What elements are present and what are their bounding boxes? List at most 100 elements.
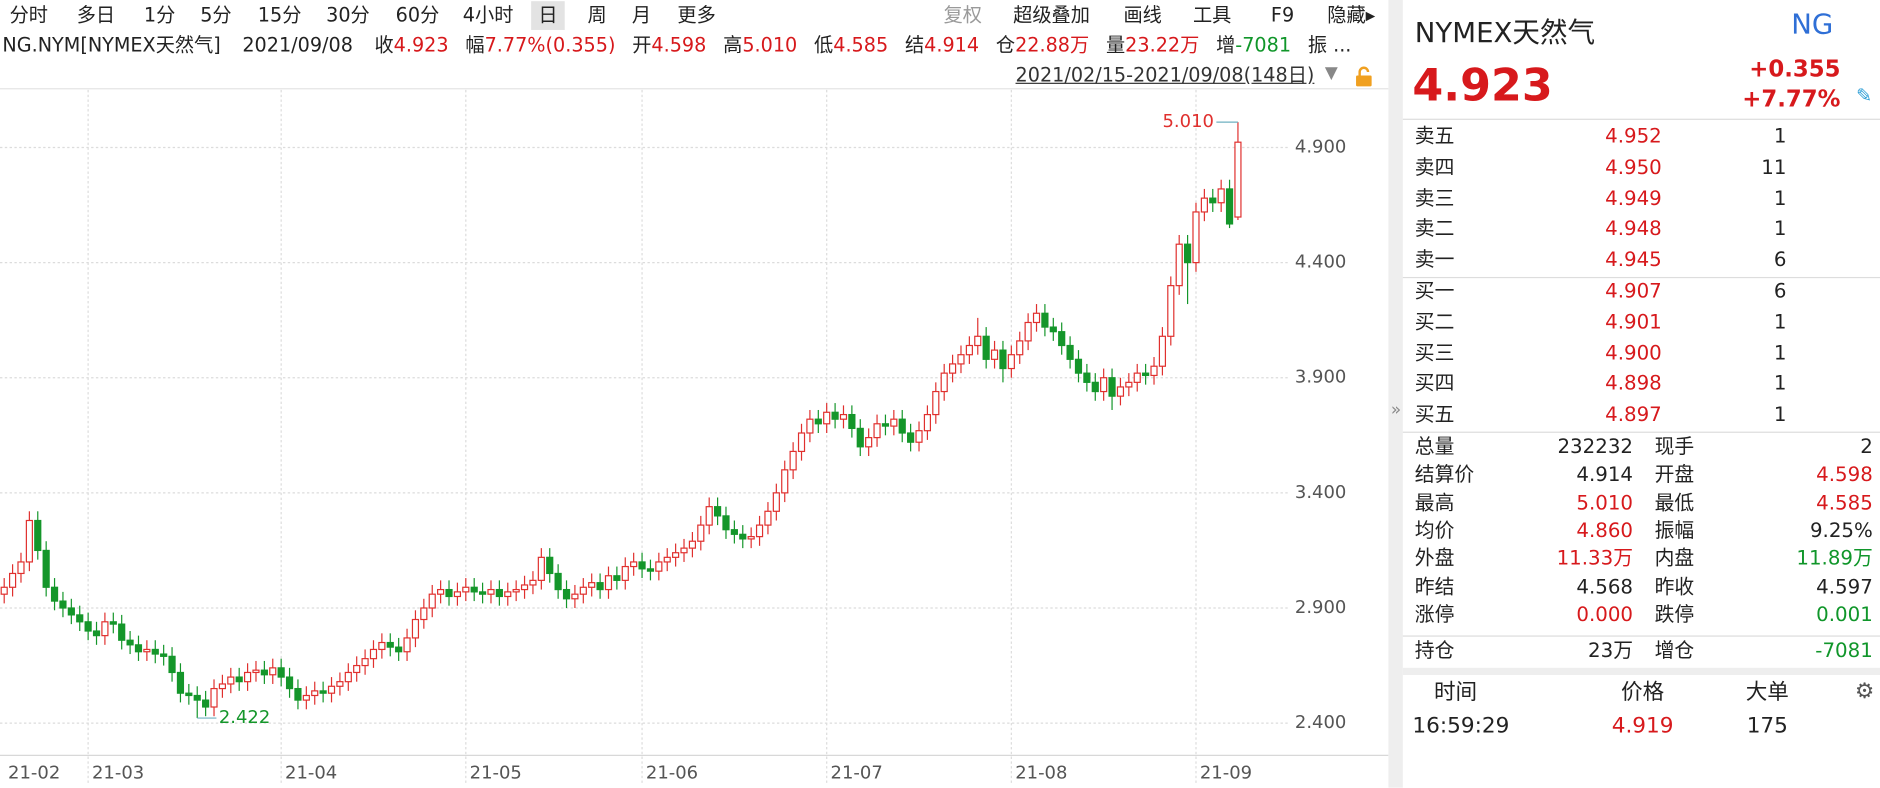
candle-body — [151, 648, 159, 655]
toolbar-tab[interactable]: 4小时 — [462, 3, 514, 27]
x-tick-label: 21-08 — [1015, 762, 1067, 783]
candle-body — [34, 519, 42, 552]
collapse-handle[interactable]: » — [1390, 400, 1402, 420]
candle-body — [672, 552, 680, 558]
candle-body — [621, 565, 629, 581]
candle-body — [1116, 386, 1125, 397]
lock-icon[interactable] — [1354, 66, 1376, 88]
toolbar-button[interactable]: 工具 — [1192, 3, 1232, 27]
candle-body — [126, 639, 134, 646]
candle-body — [831, 411, 839, 420]
toolbar-button[interactable]: F9 — [1270, 3, 1295, 27]
candle-body — [554, 572, 562, 591]
instrument-code: NG — [1791, 9, 1834, 41]
candle-body — [1049, 326, 1057, 333]
book-volume: 1 — [1773, 403, 1787, 426]
candle-body — [814, 418, 822, 425]
toolbar-button[interactable]: 隐藏▸ — [1327, 3, 1376, 27]
stat-label: 外盘 — [1414, 546, 1455, 570]
candle-body — [453, 591, 462, 598]
candle-body — [923, 413, 932, 432]
book-level: 卖一 — [1414, 248, 1455, 272]
candle-body — [957, 354, 965, 365]
candle-body — [1032, 312, 1041, 324]
candle-body — [579, 586, 587, 595]
info-field: 开4.598 — [632, 31, 706, 60]
candle-body — [386, 641, 394, 648]
candle-body — [403, 637, 411, 653]
candle-body — [210, 687, 218, 708]
candle-body — [378, 641, 386, 651]
stat-value: -7081 — [1815, 639, 1873, 662]
y-tick-label: 3.400 — [1295, 482, 1346, 503]
toolbar-tab[interactable]: 1分 — [143, 3, 176, 27]
book-price: 4.900 — [1605, 341, 1662, 365]
date-range[interactable]: 2021/02/15-2021/09/08(148日) — [1015, 63, 1315, 87]
candle-body — [990, 349, 999, 360]
toolbar-button[interactable]: 画线 — [1123, 3, 1162, 27]
candle-body — [252, 669, 260, 674]
book-level: 买三 — [1414, 341, 1455, 365]
book-volume: 1 — [1773, 310, 1787, 334]
info-label: 结 — [904, 33, 925, 57]
candle-body — [1217, 188, 1225, 204]
y-tick-label: 2.900 — [1295, 597, 1346, 618]
toolbar-tab[interactable]: 多日 — [76, 3, 116, 27]
candle-body — [92, 630, 101, 637]
info-value: 22.88万 — [1015, 33, 1090, 57]
candle-body — [1074, 358, 1083, 374]
trades-header: 时间 — [1433, 679, 1478, 706]
candle-body — [420, 607, 428, 621]
candle-body — [1066, 344, 1074, 360]
stat-value: 11.89万 — [1796, 546, 1873, 570]
date: 2021/09/08 — [242, 33, 353, 57]
stat-value: 5.010 — [1576, 491, 1634, 514]
range-dropdown[interactable]: ▼ — [1324, 63, 1338, 83]
candle-body — [311, 690, 319, 697]
toolbar-tab[interactable]: 30分 — [326, 3, 370, 27]
toolbar-tab[interactable]: 周 — [587, 3, 607, 27]
toolbar-tab[interactable]: 15分 — [257, 3, 302, 27]
candle-body — [319, 690, 327, 694]
toolbar-tab[interactable]: 60分 — [395, 3, 440, 27]
candle-body — [907, 432, 915, 443]
candle-body — [1183, 243, 1192, 264]
book-level: 卖五 — [1414, 124, 1455, 148]
candle-body — [797, 432, 806, 453]
candle-body — [1142, 372, 1150, 377]
toolbar-button[interactable]: 复权 — [943, 3, 982, 27]
x-tick-label: 21-09 — [1200, 762, 1252, 783]
toolbar-tab[interactable]: 日 — [531, 1, 565, 30]
candle-body — [1125, 381, 1133, 388]
book-level: 卖三 — [1414, 186, 1455, 210]
stat-label: 最低 — [1654, 491, 1695, 514]
toolbar-tab[interactable]: 5分 — [200, 3, 232, 27]
stat-value: 4.597 — [1816, 574, 1873, 598]
book-volume: 11 — [1761, 155, 1787, 179]
toolbar-tab[interactable]: 更多 — [677, 3, 716, 27]
candle-body — [1058, 331, 1066, 347]
x-tick-label: 21-05 — [470, 762, 522, 783]
change-pct: +7.77% — [1742, 86, 1841, 113]
candle-body — [739, 533, 747, 540]
toolbar-tab[interactable]: 分时 — [9, 3, 48, 27]
candle-body — [369, 648, 378, 660]
stat-value: 2 — [1860, 435, 1873, 459]
edit-icon[interactable]: ✎ — [1856, 83, 1873, 107]
candle-body — [915, 430, 923, 443]
toolbar-button[interactable]: 超级叠加 — [1013, 3, 1090, 27]
book-level: 买四 — [1414, 372, 1455, 395]
candle-body — [806, 418, 814, 434]
stat-label: 总量 — [1414, 435, 1455, 459]
candle-body — [1041, 312, 1049, 328]
settings-icon[interactable]: ⚙ — [1854, 678, 1875, 704]
candle-body — [134, 644, 143, 653]
info-field: 量23.22万 — [1106, 31, 1199, 60]
book-level: 买五 — [1414, 403, 1455, 426]
candle-body — [118, 623, 126, 641]
candle-body — [176, 671, 185, 694]
toolbar-tab[interactable]: 月 — [631, 3, 652, 27]
candle-body — [1167, 285, 1175, 337]
stat-value: 11.33万 — [1556, 546, 1634, 570]
splitter[interactable] — [1388, 0, 1403, 788]
